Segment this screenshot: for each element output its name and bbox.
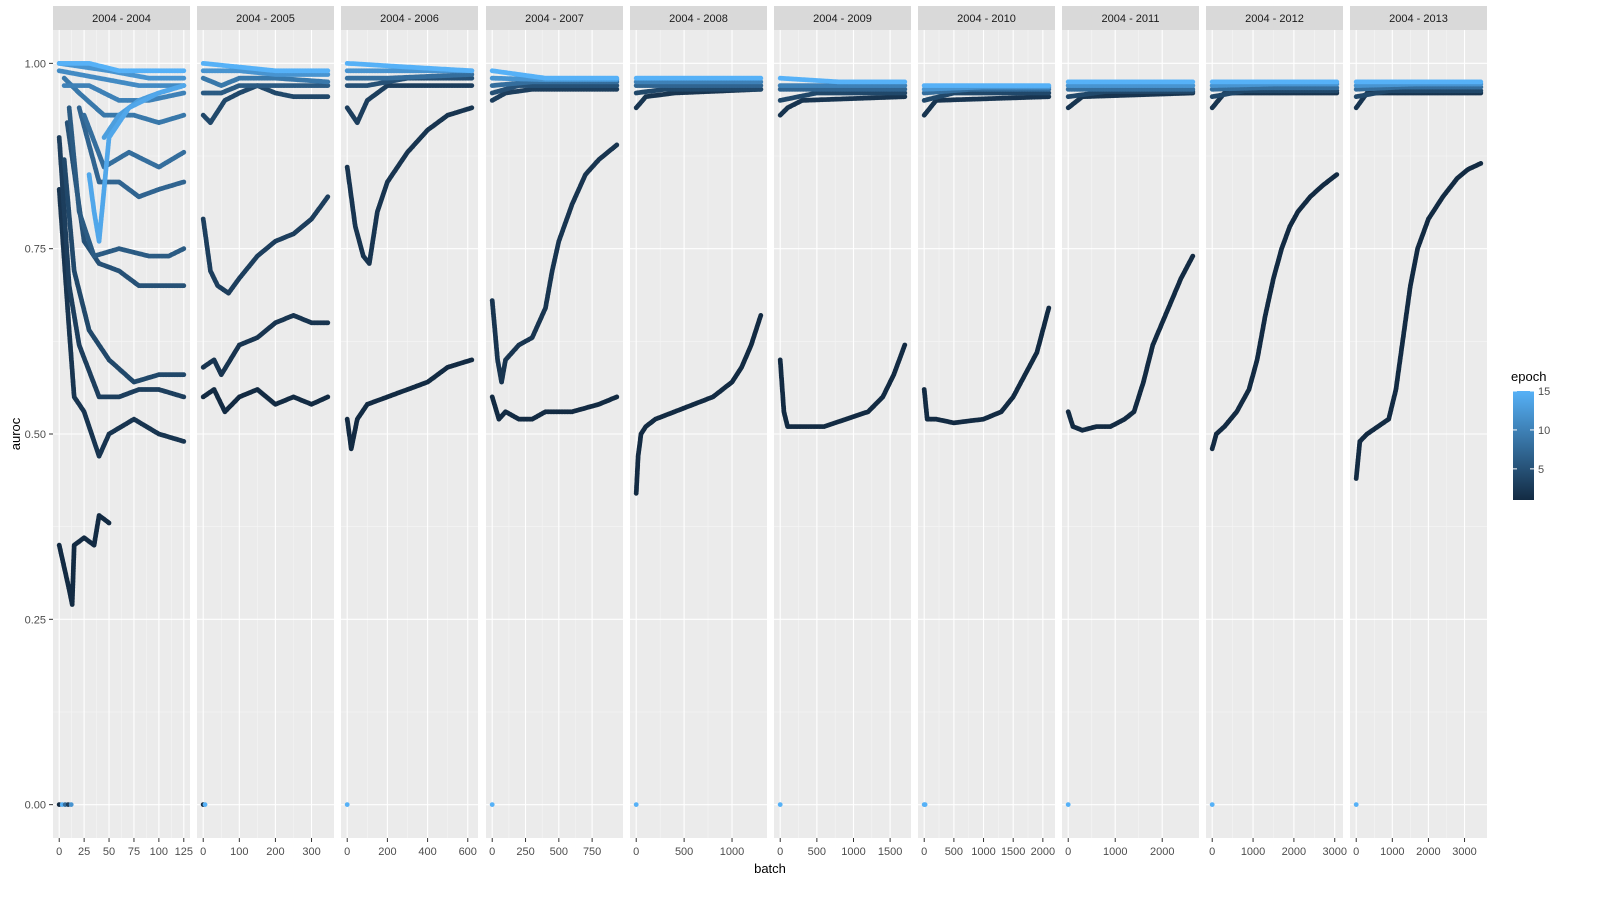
- facet-strip-label: 2004 - 2006: [380, 13, 439, 25]
- data-point: [181, 180, 186, 185]
- data-point: [181, 150, 186, 155]
- x-tick-label: 750: [583, 846, 601, 858]
- data-point: [469, 68, 474, 73]
- data-point: [325, 80, 330, 85]
- x-tick-label: 0: [56, 846, 62, 858]
- x-tick-label: 0: [489, 846, 495, 858]
- x-tick-label: 100: [150, 846, 168, 858]
- x-tick-label: 500: [550, 846, 568, 858]
- data-point: [107, 521, 112, 526]
- x-tick-label: 50: [103, 846, 115, 858]
- data-point: [325, 194, 330, 199]
- data-point: [469, 105, 474, 110]
- facet-panel: 2004 - 2006 0 200 400 600: [341, 6, 478, 858]
- x-tick-label: 600: [459, 846, 477, 858]
- x-tick-label: 125: [175, 846, 193, 858]
- zero-point: [345, 802, 350, 807]
- data-point: [181, 91, 186, 96]
- x-tick-label: 0: [344, 846, 350, 858]
- data-point: [181, 395, 186, 400]
- x-tick-label: 0: [200, 846, 206, 858]
- facet-strip-label: 2004 - 2005: [236, 13, 295, 25]
- x-tick-label: 100: [230, 846, 248, 858]
- x-tick-label: 25: [78, 846, 90, 858]
- x-tick-label: 200: [266, 846, 284, 858]
- x-tick-label: 75: [128, 846, 140, 858]
- data-point: [469, 83, 474, 88]
- data-point: [325, 395, 330, 400]
- zero-point: [490, 802, 495, 807]
- x-tick-label: 200: [378, 846, 396, 858]
- data-point: [181, 83, 186, 88]
- data-point: [758, 313, 763, 318]
- data-point: [614, 143, 619, 148]
- series-epoch-15: [634, 76, 763, 81]
- data-point: [181, 76, 186, 81]
- x-tick-label: 400: [418, 846, 436, 858]
- data-point: [181, 283, 186, 288]
- data-point: [325, 94, 330, 99]
- facet-strip-label: 2004 - 2009: [813, 13, 872, 25]
- x-tick-label: 0: [633, 846, 639, 858]
- x-tick-label: 500: [675, 846, 693, 858]
- facet-panel: 2004 - 2007 0 250 500 750: [486, 6, 623, 858]
- data-point: [181, 68, 186, 73]
- zero-point: [634, 802, 639, 807]
- data-point: [614, 76, 619, 81]
- data-point: [181, 246, 186, 251]
- data-point: [325, 320, 330, 325]
- facet-panel: 2004 - 2005 0 100 200 300: [197, 6, 334, 858]
- zero-point: [203, 802, 208, 807]
- facet-strip-label: 2004 - 2007: [525, 13, 584, 25]
- data-point: [181, 372, 186, 377]
- facet-strip-label: 2004 - 2004: [92, 13, 151, 25]
- zero-point: [69, 802, 74, 807]
- x-tick-label: 1000: [720, 846, 744, 858]
- data-point: [325, 68, 330, 73]
- facet-panel: 2004 - 2004 0 25 50 75 100 125: [53, 6, 193, 858]
- facet-panel: 2004 - 2008 0 500 1000: [630, 6, 767, 858]
- data-point: [758, 76, 763, 81]
- x-tick-label: 250: [516, 846, 534, 858]
- data-point: [469, 358, 474, 363]
- data-point: [181, 113, 186, 118]
- data-point: [614, 395, 619, 400]
- x-tick-label: 300: [302, 846, 320, 858]
- facet-strip-label: 2004 - 2008: [669, 13, 728, 25]
- data-point: [181, 439, 186, 444]
